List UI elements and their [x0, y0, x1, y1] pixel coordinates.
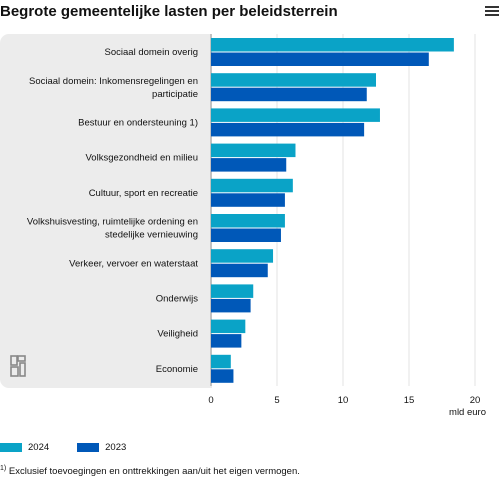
- x-axis-unit-label: mld euro: [449, 407, 486, 418]
- bar-2024: [211, 143, 296, 158]
- legend-label: 2023: [105, 442, 127, 453]
- legend: 2024 2023: [0, 442, 154, 453]
- legend-label: 2024: [28, 442, 50, 453]
- category-label: Sociaal domein overig: [105, 47, 198, 58]
- bar-2024: [211, 73, 376, 87]
- bar-2024: [211, 319, 246, 334]
- footnote-marker: 1): [0, 465, 7, 472]
- bar-2023: [211, 298, 251, 313]
- bar-2024: [211, 354, 231, 369]
- category-label: Onderwijs: [156, 294, 198, 305]
- legend-item-2023: 2023: [77, 442, 126, 453]
- footnote: 1) Exclusief toevoegingen en onttrekking…: [0, 465, 300, 477]
- bar-2023: [211, 122, 365, 137]
- category-label: participatie: [152, 89, 198, 100]
- bar-2024: [211, 214, 285, 228]
- x-tick-label: 10: [338, 395, 349, 406]
- bar-2023: [211, 228, 281, 242]
- bar-2024: [211, 108, 380, 122]
- footnote-text: Exclusief toevoegingen en onttrekkingen …: [6, 466, 300, 478]
- bar-2023: [211, 158, 287, 172]
- cbs-logo-icon: [10, 355, 26, 377]
- bar-2024: [211, 178, 293, 193]
- hamburger-menu-icon[interactable]: [484, 4, 500, 20]
- category-label: Economie: [156, 364, 198, 375]
- bar-2023: [211, 334, 242, 348]
- category-label: Veiligheid: [157, 329, 198, 340]
- bar-2023: [211, 369, 234, 383]
- category-label: Bestuur en ondersteuning 1): [78, 118, 198, 129]
- category-label: Sociaal domein: Inkomensregelingen en: [29, 76, 198, 87]
- bar-2023: [211, 87, 367, 102]
- chart-title: Begrote gemeentelijke lasten per beleids…: [0, 3, 338, 20]
- bar-2024: [211, 284, 254, 298]
- bar-2023: [211, 193, 285, 207]
- x-tick-label: 20: [470, 395, 481, 406]
- legend-item-2024: 2024: [0, 442, 49, 453]
- bar-chart: 0 5 10 15 20 Sociaal domein overig Sociaal dom…: [27, 34, 481, 406]
- category-label: Volksgezondheid en milieu: [86, 153, 199, 164]
- category-label-panel: [0, 34, 212, 388]
- category-label: Verkeer, vervoer en waterstaat: [69, 258, 198, 269]
- x-tick-label: 0: [208, 395, 213, 406]
- legend-swatch: [0, 443, 22, 452]
- bar-2024: [211, 249, 274, 263]
- x-tick-label: 5: [274, 395, 279, 406]
- category-label: stedelijke vernieuwing: [105, 230, 198, 241]
- category-label: Cultuur, sport en recreatie: [89, 188, 198, 199]
- category-label: Volkshuisvesting, ruimtelijke ordening e…: [27, 217, 198, 228]
- bar-2023: [211, 52, 429, 66]
- x-tick-label: 15: [404, 395, 415, 406]
- bar-2024: [211, 38, 454, 52]
- legend-swatch: [77, 443, 100, 452]
- bar-2023: [211, 263, 268, 278]
